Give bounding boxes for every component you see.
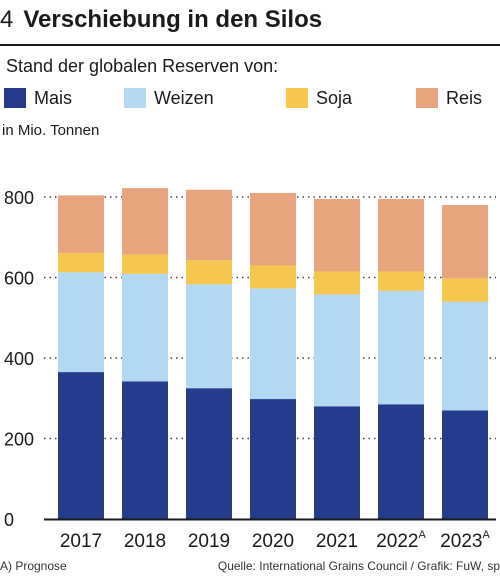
bar-mais-2020 (250, 399, 296, 519)
legend-label-weizen: Weizen (154, 87, 214, 108)
bar-soja-2017 (58, 252, 104, 273)
y-tick-label: 800 (4, 188, 34, 208)
bar-reis-2017 (58, 195, 104, 253)
x-tick-label-2023: 2023A (440, 529, 490, 552)
y-tick-label: 600 (4, 269, 34, 289)
bar-weizen-2019 (186, 284, 232, 389)
x-tick-label-2020: 2020 (252, 531, 294, 552)
legend-label-mais: Mais (34, 87, 73, 108)
legend-label-reis: Reis (446, 87, 483, 108)
chart-title: Verschiebung in den Silos (23, 6, 323, 33)
y-tick-label: 0 (4, 510, 14, 530)
legend-item-mais: Mais (4, 86, 72, 110)
bar-reis-2021 (314, 199, 360, 272)
bar-mais-2021 (314, 406, 360, 519)
bar-weizen-2017 (58, 272, 104, 373)
bar-reis-2020 (250, 192, 296, 266)
unit-label: in Mio. Tonnen (2, 122, 100, 139)
bar-mais-2019 (186, 388, 232, 519)
bar-soja-2023 (442, 278, 488, 302)
legend-item-reis: Reis (416, 86, 482, 110)
x-tick-label-2018: 2018 (124, 531, 166, 552)
footnote: A) Prognose (0, 559, 67, 573)
x-tick-label-2017: 2017 (60, 531, 102, 552)
bar-soja-2019 (186, 260, 232, 285)
y-tick-label: 400 (4, 349, 34, 369)
y-tick-label: 200 (4, 430, 34, 450)
chart-subtitle: Stand der globalen Reserven von: (6, 56, 279, 76)
bar-mais-2018 (122, 381, 168, 519)
bar-mais-2017 (58, 372, 104, 519)
bar-reis-2018 (122, 188, 168, 255)
x-tick-label-2021: 2021 (316, 531, 358, 552)
legend: Mais Weizen Soja Reis (0, 86, 500, 110)
x-tick-superscript: A (418, 529, 426, 541)
legend-swatch-soja (286, 88, 308, 108)
bar-soja-2020 (250, 265, 296, 289)
legend-item-weizen: Weizen (124, 86, 214, 110)
bar-weizen-2020 (250, 288, 296, 400)
source-note: Quelle: International Grains Council / G… (217, 559, 500, 573)
bar-weizen-2018 (122, 273, 168, 382)
chart-number: 4 (0, 6, 14, 33)
bar-weizen-2023 (442, 301, 488, 411)
bar-mais-2022 (378, 404, 424, 519)
legend-item-soja: Soja (286, 86, 352, 110)
legend-swatch-mais (4, 88, 26, 108)
bar-soja-2018 (122, 254, 168, 274)
legend-swatch-weizen (124, 88, 146, 108)
bar-reis-2019 (186, 189, 232, 261)
legend-label-soja: Soja (316, 87, 353, 108)
legend-swatch-reis (416, 88, 438, 108)
x-tick-label-2019: 2019 (188, 531, 230, 552)
title-rule (0, 44, 500, 46)
bar-mais-2023 (442, 410, 488, 519)
bar-soja-2021 (314, 271, 360, 295)
chart-header: 4 Verschiebung in den Silos (0, 6, 322, 40)
bar-weizen-2021 (314, 294, 360, 407)
bar-reis-2023 (442, 205, 488, 279)
bar-weizen-2022 (378, 290, 424, 405)
x-tick-superscript: A (482, 529, 490, 541)
bar-soja-2022 (378, 271, 424, 291)
bar-reis-2022 (378, 199, 424, 272)
stacked-bar-chart: 0 200 400 600 800 2017 2018 2019 2020 2021 2022A 20… (4, 188, 496, 552)
x-tick-label-2022: 2022A (376, 529, 426, 552)
